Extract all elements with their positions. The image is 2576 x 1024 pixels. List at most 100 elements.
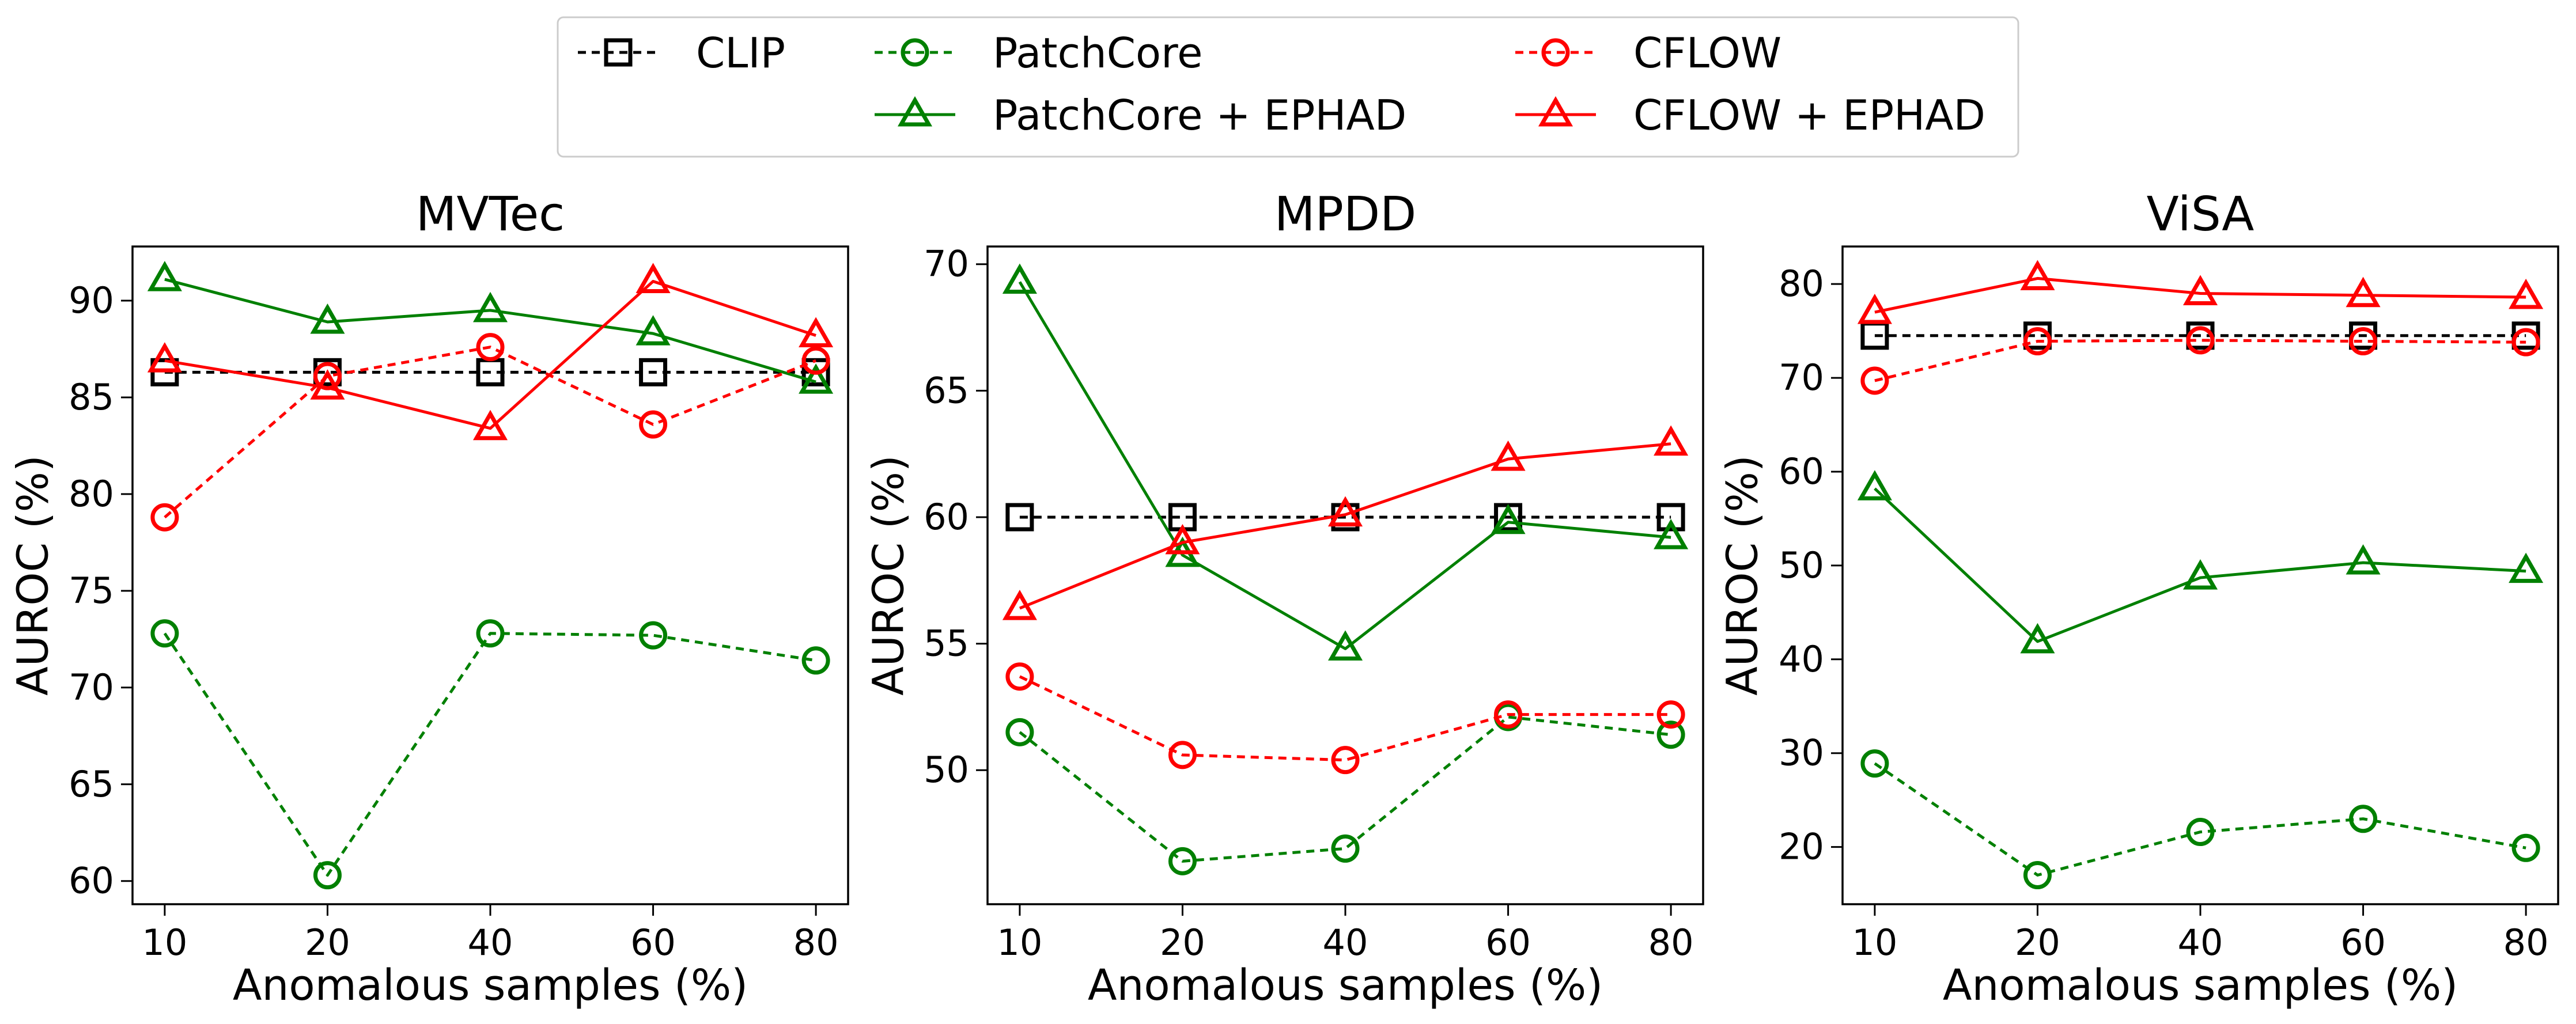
x-tick-label: 60 (1485, 921, 1531, 964)
data-point-cflow (1168, 741, 1197, 769)
legend-entry-clip: CLIP (578, 29, 785, 77)
series-line-patchcore-plus-ephad (164, 278, 816, 384)
series-line-patchcore-plus-ephad (1018, 281, 1671, 650)
data-point-clip (639, 358, 668, 386)
legend-entry-patchcore-plus-ephad: PatchCore + EPHAD (875, 91, 1406, 139)
y-tick-label: 50 (1779, 544, 1824, 586)
x-tick-label: 40 (1323, 921, 1368, 964)
data-point-cflow (1005, 662, 1034, 691)
legend-marker-patchcore-plus-ephad (897, 96, 933, 127)
y-tick-label: 80 (69, 473, 114, 515)
data-point-cflow (1494, 700, 1523, 729)
x-axis-label: Anomalous samples (%) (1088, 961, 1603, 1010)
series-line-patchcore (163, 632, 816, 877)
y-tick-label: 75 (69, 570, 114, 612)
x-tick-label: 80 (2503, 921, 2549, 964)
y-axis-label: AUROC (%) (864, 455, 914, 696)
data-point-patchcore (1331, 834, 1360, 863)
series-cflow (150, 333, 830, 532)
x-tick-label: 80 (1648, 921, 1694, 964)
legend-entry-cflow: CFLOW (1515, 29, 1781, 77)
data-point-cflow-plus-ephad (1002, 590, 1037, 620)
data-point-patchcore-plus-ephad (147, 261, 182, 291)
y-tick-label: 60 (69, 860, 114, 902)
data-point-patchcore-plus-ephad (1491, 503, 1526, 534)
series-line-patchcore (1874, 762, 2526, 877)
y-tick-label: 50 (924, 749, 969, 791)
y-axis-label: AUROC (%) (9, 455, 58, 696)
data-point-cflow-plus-ephad (472, 409, 508, 441)
data-point-cflow (2349, 327, 2378, 356)
x-tick-label: 80 (793, 921, 839, 964)
series-line-patchcore-plus-ephad (1874, 487, 2526, 643)
series-line-cflow (164, 346, 817, 519)
data-point-patchcore (2511, 833, 2540, 862)
y-tick-label: 60 (1779, 450, 1824, 492)
data-point-patchcore-plus-ephad (310, 303, 345, 334)
data-point-cflow-plus-ephad (2020, 260, 2055, 290)
legend-label-cflow: CFLOW (1633, 29, 1781, 77)
x-tick-label: 10 (997, 921, 1042, 964)
y-axis-label: AUROC (%) (1718, 455, 1768, 696)
data-point-clip (801, 358, 830, 386)
y-tick-label: 70 (1779, 356, 1824, 399)
legend-label-cflow-plus-ephad: CFLOW + EPHAD (1633, 91, 1985, 139)
data-point-patchcore (1656, 720, 1685, 749)
legend-entry-patchcore: PatchCore (875, 29, 1202, 77)
legend: CLIP PatchCore PatchCore + EPHAD CFLOW CFLOW… (557, 16, 2019, 158)
x-tick-label: 60 (630, 921, 676, 964)
data-point-patchcore-plus-ephad (2020, 623, 2055, 654)
series-clip (150, 358, 830, 386)
series-patchcore (1860, 749, 2540, 889)
data-point-cflow (2186, 326, 2215, 355)
data-point-patchcore-plus-ephad (2509, 552, 2544, 583)
legend-marker-cflow-plus-ephad (1538, 96, 1573, 127)
y-tick-label: 20 (1779, 826, 1824, 868)
series-cflow (1860, 326, 2540, 395)
series-line-cflow-plus-ephad (1874, 276, 2526, 314)
data-point-patchcore-plus-ephad (1002, 263, 1037, 294)
x-tick-label: 20 (1160, 921, 1205, 964)
panel-title: MVTec (416, 187, 565, 242)
legend-marker-patchcore (901, 38, 929, 67)
data-point-cflow (801, 346, 830, 375)
series-clip (1005, 503, 1685, 532)
panel-visa: ViSA 20 30 40 50 60 70 80 10 20 40 60 80 Anomalous sa… (1718, 187, 2559, 1010)
y-tick-label: 55 (924, 623, 969, 665)
series-cflow-plus-ephad (147, 263, 834, 441)
series-cflow (1005, 662, 1685, 775)
data-point-cflow (2023, 327, 2052, 356)
data-point-patchcore (313, 861, 342, 890)
data-point-patchcore (639, 621, 668, 650)
data-point-patchcore-plus-ephad (472, 291, 508, 323)
data-point-patchcore-plus-ephad (799, 363, 834, 394)
x-tick-label: 20 (2015, 921, 2060, 964)
data-point-cflow (2511, 328, 2540, 356)
data-point-patchcore (801, 646, 830, 675)
panel-title: MPDD (1274, 187, 1416, 242)
panel-mpdd: MPDD 50 55 60 65 70 10 20 40 60 80 Anomalous sample… (864, 187, 1704, 1010)
plot-frame (986, 245, 1704, 905)
data-point-cflow-plus-ephad (310, 369, 345, 400)
y-tick-label: 65 (924, 369, 969, 411)
data-point-patchcore (1168, 847, 1197, 875)
data-point-cflow (476, 333, 505, 362)
legend-label-patchcore: PatchCore (993, 29, 1202, 77)
series-patchcore-plus-ephad (1857, 470, 2544, 654)
panel-mvtec: MVTec 60 65 70 75 80 85 90 10 20 40 60 80 Anomalous s… (9, 187, 849, 1010)
data-point-clip (1656, 503, 1685, 532)
y-tick-label: 70 (924, 243, 969, 285)
legend-label-clip: CLIP (696, 29, 785, 77)
panel-title: ViSA (2147, 187, 2255, 242)
data-point-cflow (639, 410, 668, 439)
data-point-patchcore (2349, 805, 2378, 833)
data-point-cflow-plus-ephad (147, 342, 182, 373)
series-cflow-plus-ephad (1002, 425, 1689, 620)
data-point-patchcore (1005, 718, 1034, 746)
data-point-patchcore-plus-ephad (1857, 470, 1892, 500)
data-point-patchcore (2023, 860, 2052, 889)
data-point-patchcore-plus-ephad (636, 315, 671, 346)
data-point-cflow-plus-ephad (2182, 275, 2218, 305)
data-point-cflow (1860, 366, 1889, 395)
plot-frame (1841, 245, 2559, 905)
